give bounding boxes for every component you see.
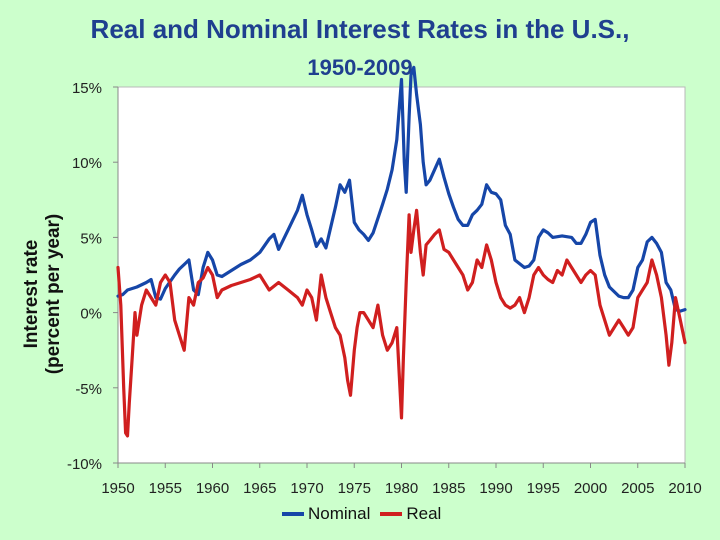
legend-label-nominal: Nominal	[308, 504, 371, 523]
series-line-nominal	[116, 65, 687, 313]
x-tick-label: 1960	[196, 480, 229, 497]
y-axis-label-line1: Interest rate	[21, 239, 42, 349]
legend-swatch-real	[380, 512, 403, 516]
y-axis-label-line2: (percent per year)	[43, 213, 64, 375]
x-tick-label: 1995	[527, 480, 560, 497]
y-tick-label: 0%	[80, 306, 102, 323]
x-tick-label: 1990	[479, 480, 512, 497]
x-tick-label: 1985	[432, 480, 465, 497]
legend-item-real: Real	[380, 504, 441, 524]
chart-subtitle: 1950-2009	[307, 55, 413, 80]
y-tick-label: 15%	[72, 80, 102, 97]
x-tick-label: 2000	[574, 480, 607, 497]
x-tick-label: 1980	[385, 480, 418, 497]
x-tick-label: 1965	[243, 480, 276, 497]
legend-item-nominal: Nominal	[282, 504, 370, 524]
x-tick-label: 1950	[101, 480, 134, 497]
x-tick-label: 2005	[621, 480, 654, 497]
y-tick-label: -10%	[67, 456, 102, 473]
chart-title: Real and Nominal Interest Rates in the U…	[90, 14, 630, 44]
legend: Nominal Real	[282, 503, 441, 525]
y-tick-label: 10%	[72, 155, 102, 172]
x-tick-label: 1955	[149, 480, 182, 497]
series-line-real	[116, 208, 687, 438]
legend-label-real: Real	[406, 504, 442, 523]
x-tick-label: 1975	[338, 480, 371, 497]
y-tick-label: -5%	[75, 381, 102, 398]
legend-swatch-nominal	[282, 512, 304, 516]
y-tick-label: 5%	[80, 230, 102, 247]
x-tick-label: 1970	[290, 480, 323, 497]
x-tick-label: 2010	[668, 480, 701, 497]
y-axis-label: Interest rate (percent per year)	[21, 184, 65, 404]
